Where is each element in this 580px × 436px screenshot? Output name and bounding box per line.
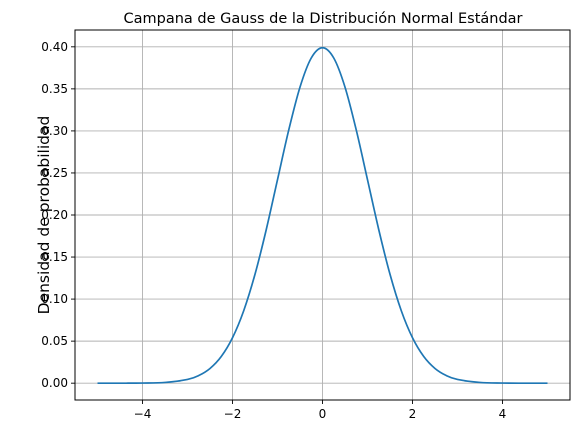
x-tick-label: 4: [499, 407, 507, 421]
y-tick-label: 0.40: [41, 40, 68, 54]
y-axis-label: Densidad de probabilidad: [35, 116, 53, 315]
y-tick-label: 0.00: [41, 376, 68, 390]
chart-title: Campana de Gauss de la Distribución Norm…: [123, 11, 522, 27]
tick-labels: −4 −2 0 2 4 0.00 0.05 0.10 0.15 0.20 0.25 0.30 0.35 0…: [41, 40, 506, 421]
plot-frame: [74, 29, 571, 401]
y-tick-label: 0.30: [41, 124, 68, 138]
y-tick-label: 0.10: [41, 292, 68, 306]
x-tick-label: −4: [134, 407, 152, 421]
x-tick-label: −2: [224, 407, 242, 421]
grid: [75, 30, 570, 400]
y-tick-label: 0.25: [41, 166, 68, 180]
ticks: [71, 46, 503, 404]
x-tick-label: 0: [319, 407, 327, 421]
y-tick-label: 0.15: [41, 250, 68, 264]
y-tick-label: 0.20: [41, 208, 68, 222]
y-tick-label: 0.05: [41, 334, 68, 348]
y-tick-label: 0.35: [41, 82, 68, 96]
series-line: [97, 46, 548, 385]
x-tick-label: 2: [409, 407, 417, 421]
